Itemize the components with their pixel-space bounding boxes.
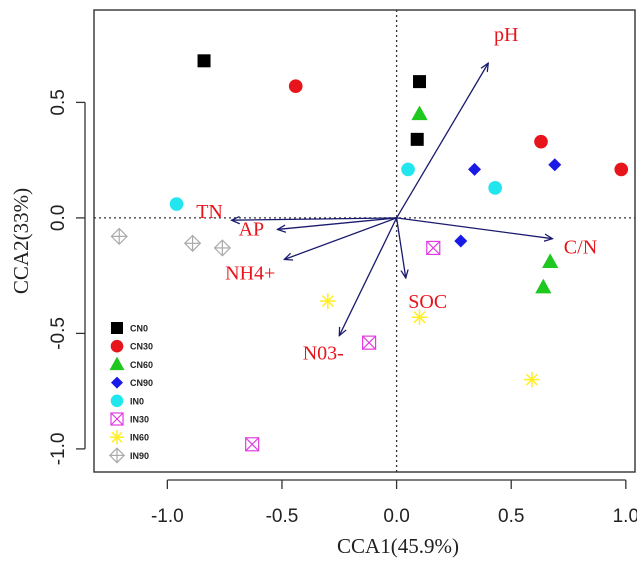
- point-in30: [426, 240, 441, 256]
- point-cn90: [548, 158, 562, 172]
- legend-marker: [109, 356, 125, 371]
- point-cn30: [288, 79, 303, 94]
- x-axis: -1.0 -0.5 0.0 0.5 1.0: [151, 479, 637, 527]
- point-in30: [245, 437, 260, 452]
- x-tick-label: -1.0: [151, 506, 184, 527]
- y-axis-title: CCA2(33%): [9, 188, 33, 294]
- x-tick-label: 1.0: [613, 506, 637, 527]
- legend-label: IN90: [130, 451, 149, 461]
- legend-item-in30: IN30: [110, 412, 149, 426]
- legend-item-cn60: CN60: [109, 356, 153, 371]
- point-in0: [169, 197, 184, 211]
- legend-label: IN0: [130, 396, 144, 406]
- point-in90: [213, 239, 232, 257]
- point-cn0: [197, 54, 211, 68]
- legend-label: CN30: [130, 342, 153, 352]
- y-tick-label: -0.5: [48, 317, 69, 350]
- legend-marker: [110, 394, 124, 408]
- vector-label-ph: pH: [494, 24, 518, 46]
- y-tick-label: 0.5: [48, 89, 69, 115]
- x-tick-label: 0.0: [383, 506, 409, 527]
- sample-points: [110, 54, 629, 452]
- point-cn0: [410, 132, 424, 146]
- legend-label: CN0: [130, 324, 148, 334]
- vector-label-tn: TN: [196, 201, 223, 223]
- legend-marker: [110, 339, 124, 353]
- point-in60: [411, 309, 428, 326]
- x-tick-label: 0.5: [498, 506, 524, 527]
- legend-item-cn0: CN0: [111, 322, 148, 334]
- legend-item-cn30: CN30: [110, 339, 153, 353]
- point-in90: [183, 234, 202, 252]
- vector-arrow-ph: [396, 63, 489, 219]
- vector-arrow-soc: [395, 217, 406, 278]
- vector-arrow-ap: [277, 217, 397, 230]
- vector-label-nh4: NH4+: [225, 262, 275, 284]
- vector-label-soc: SOC: [408, 291, 447, 313]
- legend-marker: [109, 430, 125, 445]
- vector-arrow-n03: [339, 217, 398, 336]
- legend-item-cn90: CN90: [111, 376, 153, 389]
- point-cn90: [454, 234, 468, 248]
- vector-labels: pH TN AP NH4+ C/N SOC N03-: [196, 24, 597, 365]
- legend-marker: [108, 447, 126, 464]
- vector-arrow-tn: [232, 218, 397, 220]
- point-cn30: [614, 162, 629, 177]
- point-in0: [401, 162, 415, 177]
- point-in0: [488, 181, 502, 195]
- vector-label-n03: N03-: [303, 343, 344, 365]
- legend-label: IN60: [130, 433, 149, 443]
- point-cn0: [413, 75, 427, 89]
- point-in60: [320, 293, 336, 309]
- legend-marker: [111, 376, 123, 389]
- point-cn60: [411, 105, 428, 121]
- legend-marker: [110, 412, 124, 426]
- y-tick-label: -1.0: [48, 433, 69, 466]
- vector-label-cn: C/N: [564, 237, 597, 259]
- legend-label: CN90: [130, 378, 153, 388]
- point-cn30: [534, 134, 548, 149]
- x-tick-label: -0.5: [266, 506, 299, 527]
- legend-item-in90: IN90: [108, 447, 149, 464]
- y-axis: -1.0 -0.5 0.0 0.5: [48, 89, 86, 466]
- reference-lines: [94, 10, 635, 472]
- legend-marker: [111, 322, 123, 334]
- point-cn60: [535, 278, 552, 294]
- legend-label: CN60: [130, 360, 153, 370]
- point-cn60: [542, 253, 559, 268]
- point-in60: [524, 371, 540, 388]
- legend-label: IN30: [130, 415, 149, 425]
- point-cn90: [468, 162, 482, 176]
- legend-item-in60: IN60: [109, 430, 149, 445]
- plot-frame: [93, 9, 636, 473]
- environment-vectors: [232, 63, 553, 336]
- legend: CN0 CN30 CN60 CN90 IN0 IN30 IN60 IN90: [108, 322, 153, 464]
- point-in90: [110, 227, 128, 246]
- vector-label-ap: AP: [239, 218, 265, 240]
- x-axis-title: CCA1(45.9%): [337, 534, 459, 558]
- legend-item-in0: IN0: [110, 394, 144, 408]
- y-tick-label: 0.0: [48, 205, 69, 231]
- vector-arrow-nh4: [284, 217, 397, 260]
- point-in30: [361, 335, 377, 350]
- vector-arrow-cn: [396, 217, 553, 239]
